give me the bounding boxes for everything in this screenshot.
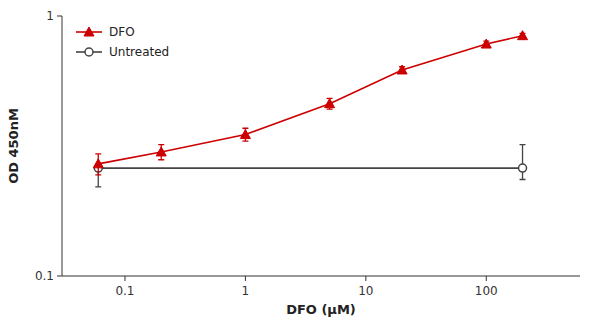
x-tick-label: 0.1 xyxy=(115,284,134,298)
y-tick-label: 0.1 xyxy=(35,269,54,283)
chart: 0.1 1 10 100 0.1 1 DFO (μM) OD 450nM DFO Untreate… xyxy=(0,0,600,324)
data-point xyxy=(481,39,491,48)
x-tick xyxy=(124,276,125,281)
legend-marker xyxy=(84,27,94,36)
x-tick-label: 1 xyxy=(242,284,250,298)
plot-area xyxy=(93,31,527,187)
data-point xyxy=(518,31,528,40)
legend-label: DFO xyxy=(109,25,135,39)
data-point xyxy=(240,130,250,139)
x-axis-label: DFO (μM) xyxy=(286,302,356,317)
background xyxy=(0,0,600,324)
y-tick-label: 1 xyxy=(46,9,54,23)
x-tick-label: 10 xyxy=(358,284,373,298)
data-point xyxy=(325,99,335,108)
y-tick xyxy=(57,276,62,277)
data-point xyxy=(519,164,527,172)
legend: DFO Untreated xyxy=(76,25,169,59)
legend-label: Untreated xyxy=(109,45,169,59)
legend-marker xyxy=(85,48,93,56)
series-1 xyxy=(94,145,526,187)
x-tick xyxy=(365,276,366,281)
legend-item: DFO xyxy=(76,25,135,39)
x-axis-line xyxy=(62,276,580,277)
data-point xyxy=(397,65,407,74)
y-axis-line xyxy=(62,16,63,276)
x-tick-label: 100 xyxy=(475,284,498,298)
x-tick xyxy=(486,276,487,281)
y-tick xyxy=(57,16,62,17)
legend-item: Untreated xyxy=(76,45,169,59)
error-bar xyxy=(520,145,526,180)
series-0 xyxy=(93,31,527,175)
y-axis-label: OD 450nM xyxy=(6,108,21,184)
data-point xyxy=(93,159,103,168)
series-line xyxy=(98,36,522,164)
data-point xyxy=(156,147,166,156)
x-tick xyxy=(245,276,246,281)
series-line xyxy=(98,167,522,169)
